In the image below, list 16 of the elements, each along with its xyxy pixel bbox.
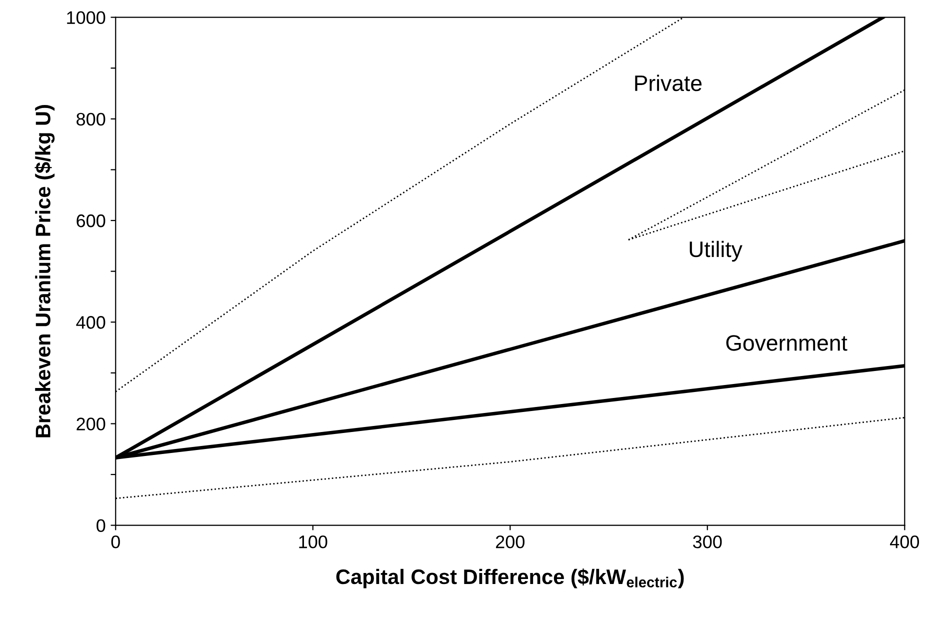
y-tick-label: 800 <box>76 112 106 126</box>
x-axis-title: Capital Cost Difference ($/kW$_{electric}$) <box>336 568 684 588</box>
y-tick-label: 0 <box>96 519 106 532</box>
x-tick-label: 200 <box>496 536 524 548</box>
x-tick-label: 300 <box>693 536 722 548</box>
x-tick-label: 400 <box>890 536 920 548</box>
y-tick-label: 1000 <box>67 11 106 24</box>
y-tick-label: 200 <box>76 418 106 430</box>
y-tick-label: 400 <box>76 316 106 329</box>
y-tick-label: 600 <box>76 214 106 228</box>
series-label: Utility <box>690 240 742 262</box>
series-label: Government <box>726 335 848 351</box>
x-tick-label: 0 <box>111 536 120 548</box>
series-label: Private <box>635 74 702 92</box>
y-axis-title: Breakeven Uranium Price ($/kg U) <box>34 105 55 438</box>
x-tick-label: 100 <box>299 536 328 548</box>
